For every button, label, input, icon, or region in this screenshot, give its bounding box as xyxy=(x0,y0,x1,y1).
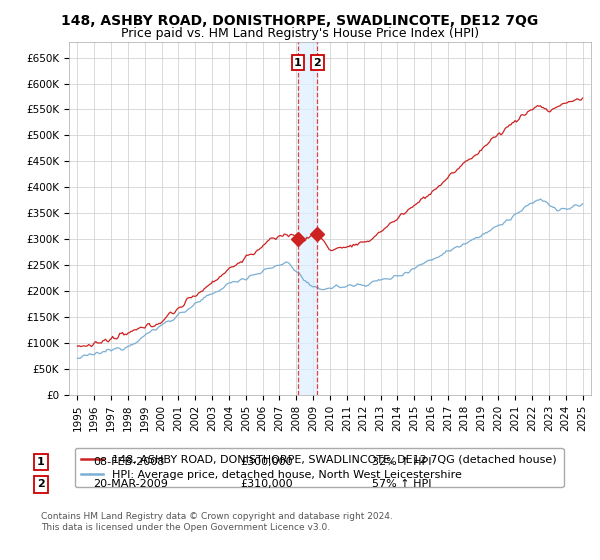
Text: 2: 2 xyxy=(313,58,321,68)
Text: 1: 1 xyxy=(294,58,302,68)
Text: £300,000: £300,000 xyxy=(240,457,293,467)
Text: 1: 1 xyxy=(37,457,44,467)
Text: Price paid vs. HM Land Registry's House Price Index (HPI): Price paid vs. HM Land Registry's House … xyxy=(121,27,479,40)
Text: 148, ASHBY ROAD, DONISTHORPE, SWADLINCOTE, DE12 7QG: 148, ASHBY ROAD, DONISTHORPE, SWADLINCOT… xyxy=(61,14,539,28)
Text: 20-MAR-2009: 20-MAR-2009 xyxy=(93,479,168,489)
Text: 2: 2 xyxy=(37,479,44,489)
Text: 08-FEB-2008: 08-FEB-2008 xyxy=(93,457,164,467)
Text: Contains HM Land Registry data © Crown copyright and database right 2024.
This d: Contains HM Land Registry data © Crown c… xyxy=(41,512,392,532)
Legend: 148, ASHBY ROAD, DONISTHORPE, SWADLINCOTE, DE12 7QG (detached house), HPI: Avera: 148, ASHBY ROAD, DONISTHORPE, SWADLINCOT… xyxy=(74,448,563,487)
Text: £310,000: £310,000 xyxy=(240,479,293,489)
Text: 57% ↑ HPI: 57% ↑ HPI xyxy=(372,479,431,489)
Text: 32% ↑ HPI: 32% ↑ HPI xyxy=(372,457,431,467)
Bar xyxy=(298,42,317,395)
